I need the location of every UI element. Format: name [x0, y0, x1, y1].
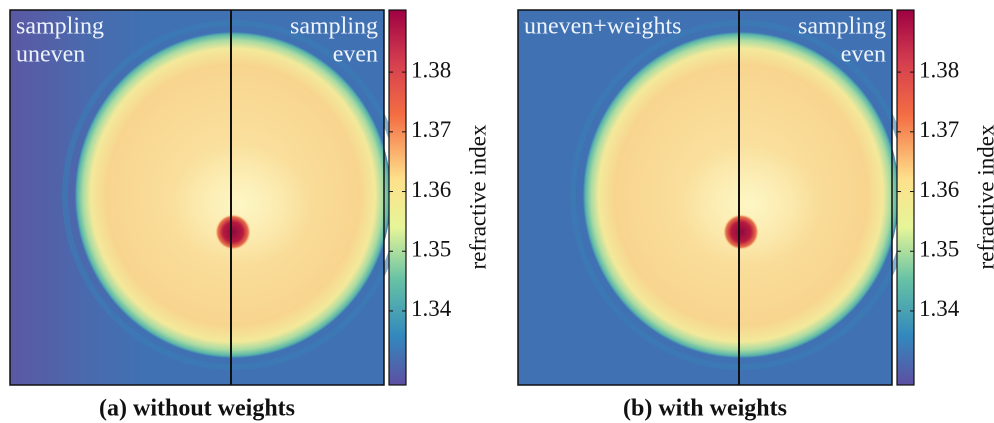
- colorbar-tick-label: 1.35: [919, 237, 959, 262]
- bright-region: [679, 145, 819, 265]
- panel-label: sampling: [798, 14, 886, 40]
- colorbar: [388, 9, 407, 386]
- colorbar-tick-label: 1.35: [411, 237, 451, 262]
- colorbar-tick-label: 1.36: [919, 177, 959, 202]
- core: [723, 214, 759, 250]
- panel-label: sampling: [290, 14, 378, 40]
- colorbar-tick-label: 1.34: [919, 296, 960, 321]
- caption: (a) without weights: [99, 396, 295, 422]
- panel-label: even: [333, 42, 378, 68]
- image-frame: [517, 9, 893, 386]
- panel-label: uneven+weights: [524, 14, 682, 40]
- colorbar-tick-label: 1.38: [919, 57, 959, 82]
- colorbar-tick-label: 1.37: [411, 117, 451, 142]
- caption: (b) with weights: [623, 396, 787, 422]
- colorbar: [896, 9, 915, 386]
- panel-label: sampling: [16, 14, 104, 40]
- panel: samplingunevensamplingeven1.341.351.361.…: [9, 9, 490, 422]
- bright-region: [171, 145, 311, 265]
- colorbar-tick-label: 1.38: [411, 57, 451, 82]
- colorbar-label: refractive index: [973, 124, 994, 269]
- core: [215, 214, 251, 250]
- colorbar-label: refractive index: [465, 124, 490, 269]
- colorbar-tick-label: 1.37: [919, 117, 959, 142]
- panel-label: even: [841, 42, 886, 68]
- colorbar-tick-label: 1.34: [411, 296, 452, 321]
- colorbar-tick-label: 1.36: [411, 177, 451, 202]
- image-frame: [9, 9, 385, 386]
- panel-label: uneven: [16, 42, 85, 68]
